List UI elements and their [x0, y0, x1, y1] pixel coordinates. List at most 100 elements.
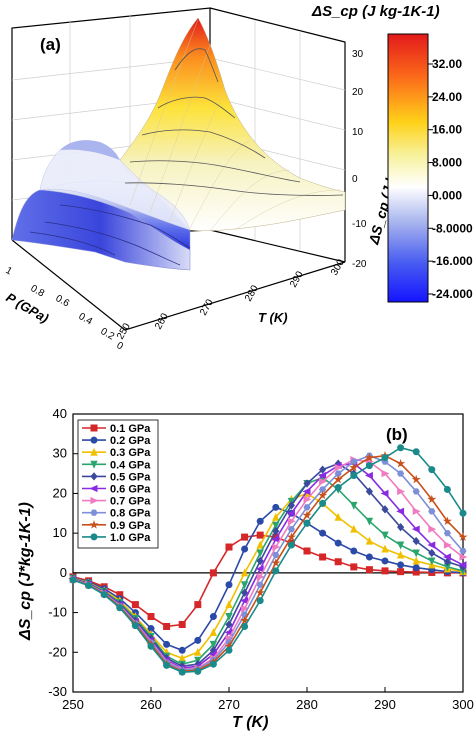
data-point — [163, 640, 171, 648]
data-point — [319, 465, 327, 474]
data-point — [256, 531, 264, 539]
data-point — [412, 488, 420, 495]
x-tick-label: 290 — [374, 697, 396, 712]
data-point — [381, 567, 389, 575]
legend-label: 0.7 GPa — [110, 496, 151, 508]
data-point — [287, 526, 295, 533]
data-point — [256, 556, 264, 566]
x-axis: 250 260 270 280 290 300 — [62, 687, 474, 712]
data-point — [90, 436, 98, 444]
data-point — [411, 525, 420, 533]
data-point — [256, 597, 264, 605]
data-point — [178, 646, 186, 654]
data-point — [255, 587, 265, 597]
p-tick-label: 0.4 — [77, 311, 95, 328]
data-point — [428, 466, 436, 474]
data-point — [459, 547, 467, 555]
legend-item: 1.0 GPa — [82, 532, 151, 544]
data-point — [286, 532, 296, 541]
x-tick-label: 260 — [140, 697, 162, 712]
data-point — [350, 524, 358, 533]
colorbar-tick-label: -24.000 — [432, 287, 473, 301]
data-point — [287, 517, 296, 525]
data-point — [256, 517, 264, 525]
t-tick-label: 280 — [243, 283, 261, 303]
data-point — [240, 615, 250, 625]
data-point — [131, 601, 139, 609]
y-axis-label: ΔS_cp (J*kg-1K-1) — [17, 502, 34, 641]
z-tick-label: 30 — [352, 49, 364, 60]
data-point — [90, 447, 98, 456]
data-point — [349, 462, 359, 472]
legend-label: 0.3 GPa — [110, 447, 151, 459]
y-tick-label: -20 — [48, 644, 67, 659]
data-point — [334, 483, 342, 491]
data-point — [272, 567, 280, 575]
legend-item: 0.7 GPa — [82, 496, 151, 508]
data-point — [225, 581, 233, 589]
data-point — [90, 533, 98, 541]
data-point — [209, 640, 218, 649]
data-point — [365, 553, 373, 561]
data-point — [225, 646, 233, 654]
data-point — [397, 470, 405, 477]
data-point — [428, 557, 436, 566]
data-point — [194, 601, 202, 609]
legend-item: 0.5 GPa — [82, 471, 151, 483]
data-point — [116, 604, 124, 612]
data-point — [241, 622, 249, 630]
data-point — [442, 516, 452, 526]
data-point — [240, 568, 249, 577]
y-tick-label: 30 — [53, 446, 67, 461]
data-point — [209, 613, 217, 621]
data-point — [334, 512, 342, 521]
y-tick-label: 20 — [53, 485, 67, 500]
data-point — [272, 503, 280, 511]
z-tick-label: -10 — [352, 219, 367, 230]
data-point — [302, 487, 311, 496]
p-tick-label: 1 — [4, 265, 15, 278]
data-point — [286, 509, 295, 517]
y-tick-label: 10 — [53, 525, 67, 540]
panel-label-b: (b) — [386, 425, 408, 444]
data-point — [427, 541, 436, 549]
data-point — [365, 517, 374, 526]
data-point — [396, 458, 406, 468]
y-tick-label: 40 — [53, 406, 67, 421]
data-point — [350, 563, 358, 571]
legend-item: 0.1 GPa — [82, 423, 151, 435]
x-tick-label: 270 — [218, 697, 240, 712]
data-point — [90, 496, 99, 505]
data-point — [303, 547, 311, 555]
t-axis: 250 260 270 280 290 300 T (K) — [115, 257, 347, 341]
legend-item: 0.2 GPa — [82, 435, 151, 447]
data-point — [256, 573, 265, 581]
data-point — [397, 561, 405, 569]
data-point — [443, 541, 452, 549]
legend-label: 0.8 GPa — [110, 508, 151, 520]
data-point — [255, 565, 264, 573]
data-point — [303, 479, 311, 488]
z-tick-label: 20 — [352, 87, 364, 98]
colorbar-tick-label: -8.0000 — [432, 221, 473, 235]
data-point — [256, 549, 264, 558]
data-point — [319, 477, 328, 486]
data-point — [397, 487, 406, 496]
p-axis-label: P (GPa) — [4, 290, 52, 326]
data-point — [364, 471, 373, 480]
data-point — [90, 460, 98, 469]
p-tick-label: 0.2 — [99, 326, 117, 343]
data-point — [256, 581, 264, 588]
data-point — [163, 622, 171, 630]
data-point — [442, 553, 451, 561]
data-point — [412, 564, 420, 572]
data-point — [334, 558, 342, 566]
data-point — [271, 535, 280, 543]
data-point — [89, 520, 99, 529]
data-point — [147, 642, 155, 650]
panel-label-a: (a) — [40, 35, 61, 54]
data-point — [458, 561, 467, 569]
data-point — [131, 622, 139, 630]
data-point — [147, 613, 155, 621]
data-point — [381, 557, 389, 565]
